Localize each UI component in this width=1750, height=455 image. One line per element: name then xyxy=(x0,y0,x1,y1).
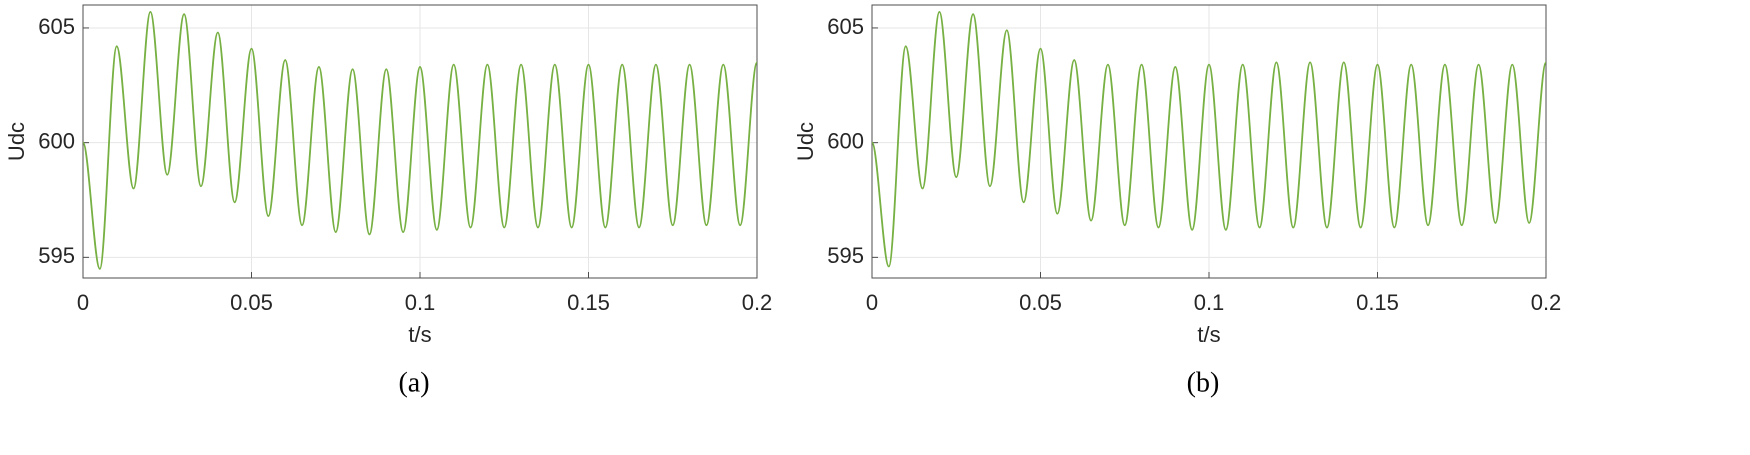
y-tick-label: 600 xyxy=(827,128,864,153)
x-tick-label: 0.1 xyxy=(405,290,436,315)
x-tick-label: 0.15 xyxy=(567,290,610,315)
x-tick-label: 0.1 xyxy=(1194,290,1225,315)
x-tick-label: 0 xyxy=(866,290,878,315)
y-tick-label: 605 xyxy=(38,14,75,39)
y-tick-label: 605 xyxy=(827,14,864,39)
x-axis-label: t/s xyxy=(1197,322,1220,347)
x-tick-label: 0 xyxy=(77,290,89,315)
chart-panel: 0 0.05 0.1 0.15 0.2 595 600 605 t/s Udc (a) xyxy=(4,4,773,398)
caption: (a) xyxy=(398,367,429,398)
y-tick-label: 595 xyxy=(38,243,75,268)
x-tick-label: 0.15 xyxy=(1356,290,1399,315)
y-axis-label: Udc xyxy=(4,122,29,161)
data-line xyxy=(871,10,1547,268)
x-tick-label: 0.05 xyxy=(1019,290,1062,315)
plot-frame xyxy=(82,4,758,279)
x-tick-label: 0.2 xyxy=(1531,290,1562,315)
x-axis-label: t/s xyxy=(408,322,431,347)
x-tick-label: 0.2 xyxy=(742,290,773,315)
chart-panel: 0 0.05 0.1 0.15 0.2 595 600 605 t/s Udc (b) xyxy=(793,4,1562,398)
x-tick-label: 0.05 xyxy=(230,290,273,315)
data-line xyxy=(82,10,758,270)
plot-frame xyxy=(871,4,1547,279)
y-tick-label: 600 xyxy=(38,128,75,153)
caption: (b) xyxy=(1187,367,1220,398)
y-tick-label: 595 xyxy=(827,243,864,268)
y-axis-label: Udc xyxy=(793,122,818,161)
